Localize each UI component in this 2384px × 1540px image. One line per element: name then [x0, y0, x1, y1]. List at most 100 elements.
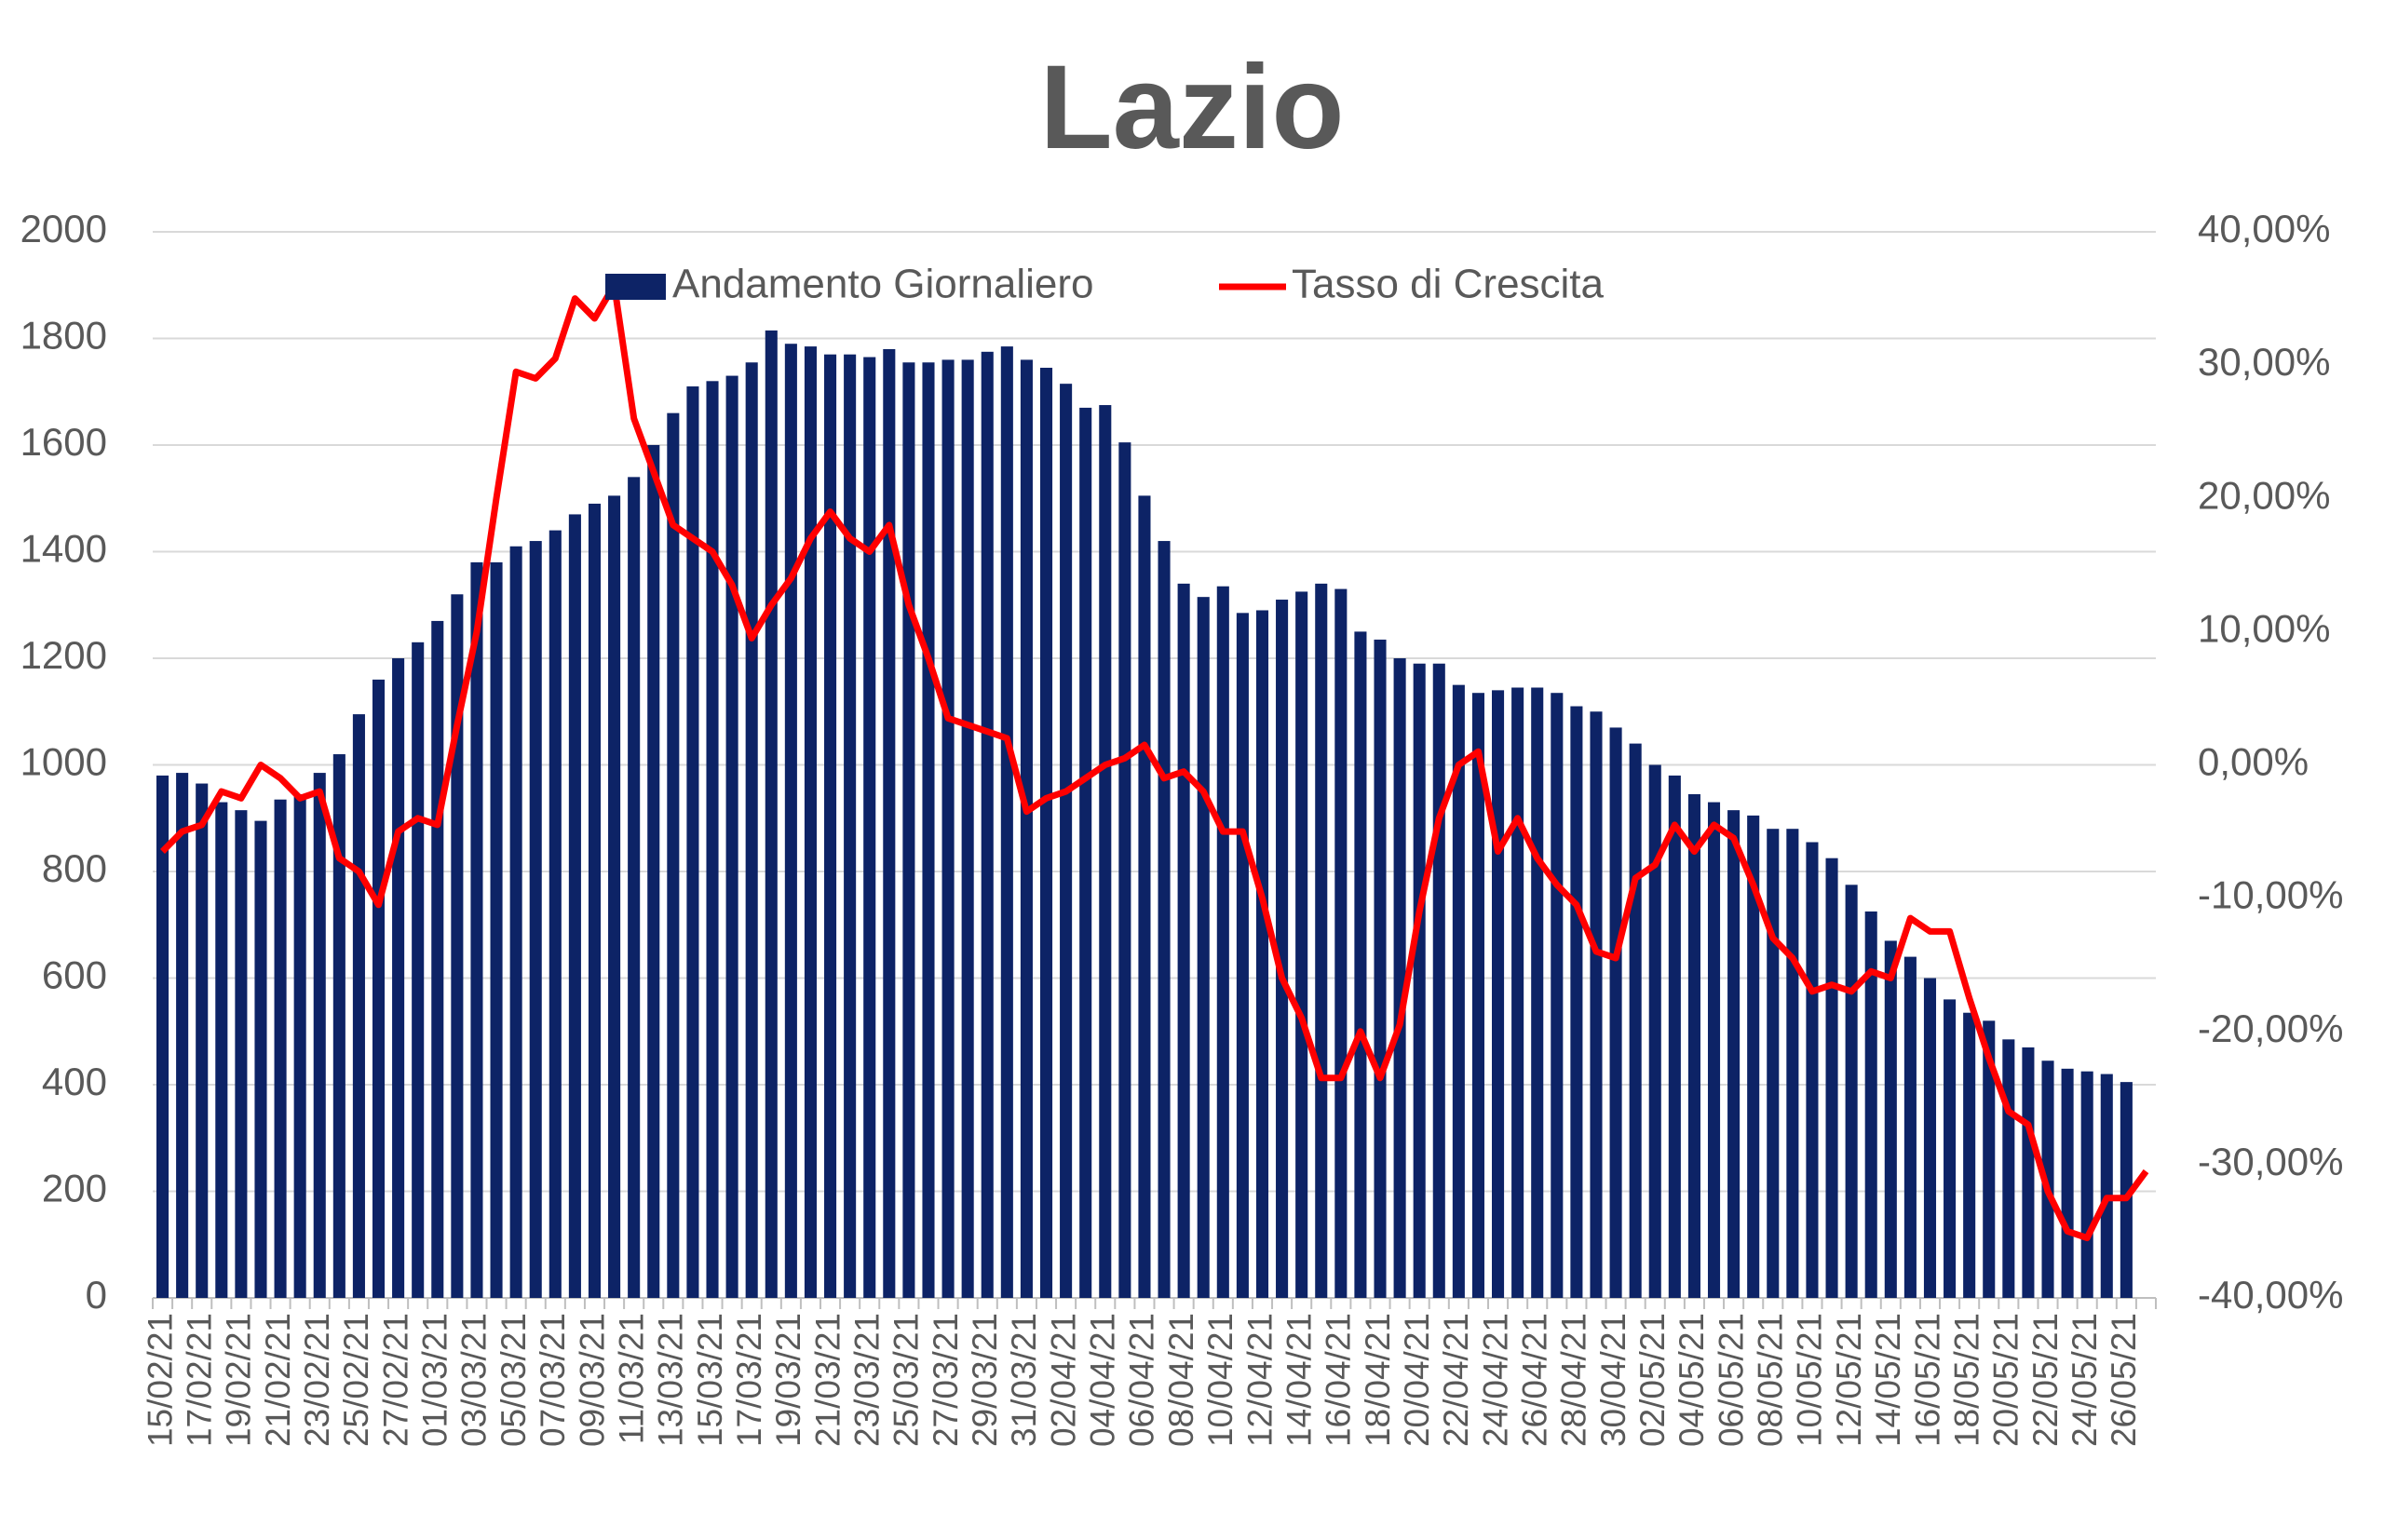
- bar: [1570, 706, 1583, 1298]
- bar: [451, 594, 464, 1298]
- bar: [509, 546, 522, 1298]
- y-tick-label: 0: [86, 1273, 107, 1317]
- y-tick-label: 400: [42, 1060, 107, 1103]
- x-tick-label: 10/04/21: [1201, 1313, 1239, 1447]
- bar: [274, 799, 287, 1298]
- bar: [1471, 693, 1484, 1298]
- bar: [628, 477, 641, 1298]
- bar: [1590, 711, 1603, 1298]
- chart-title: Lazio: [1039, 41, 1344, 174]
- bar: [332, 754, 345, 1298]
- y2-tick-label: -10,00%: [2198, 873, 2343, 917]
- y-tick-label: 1400: [20, 527, 107, 571]
- x-tick-label: 24/04/21: [1476, 1313, 1514, 1447]
- x-tick-label: 11/03/21: [612, 1313, 650, 1444]
- bar: [1334, 588, 1348, 1298]
- x-tick-label: 24/05/21: [2066, 1313, 2104, 1447]
- bar: [1864, 911, 1877, 1298]
- x-tick-label: 20/04/21: [1398, 1313, 1436, 1447]
- x-tick-label: 28/04/21: [1555, 1313, 1593, 1447]
- bar: [2041, 1060, 2054, 1298]
- y-tick-label: 1200: [20, 633, 107, 677]
- bar: [1118, 442, 1131, 1298]
- bar: [1629, 743, 1642, 1298]
- bar: [1727, 810, 1741, 1298]
- bar: [1158, 541, 1171, 1298]
- x-tick-label: 04/04/21: [1084, 1313, 1122, 1447]
- x-tick-label: 14/04/21: [1280, 1313, 1318, 1447]
- bar: [1432, 663, 1445, 1298]
- bar: [1060, 384, 1073, 1299]
- bar: [1786, 829, 1799, 1298]
- x-tick-label: 22/05/21: [2026, 1313, 2065, 1447]
- bar: [1197, 597, 1210, 1298]
- bar: [941, 359, 955, 1298]
- bar: [863, 357, 876, 1299]
- x-tick-label: 06/04/21: [1123, 1313, 1161, 1447]
- y2-tick-label: 40,00%: [2198, 207, 2330, 250]
- bar: [647, 445, 660, 1298]
- bar: [372, 679, 386, 1298]
- x-tick-label: 23/03/21: [848, 1313, 887, 1447]
- bar: [293, 793, 306, 1298]
- bar: [196, 783, 209, 1298]
- legend-label: Tasso di Crescita: [1292, 262, 1605, 307]
- bar: [470, 561, 483, 1298]
- bar: [176, 773, 189, 1298]
- y-tick-label: 200: [42, 1167, 107, 1210]
- x-tick-label: 01/03/21: [416, 1313, 454, 1447]
- bar: [844, 354, 857, 1298]
- x-tick-label: 27/02/21: [376, 1313, 414, 1447]
- bar: [745, 362, 758, 1298]
- bar: [529, 541, 542, 1298]
- x-tick-label: 15/02/21: [141, 1313, 179, 1447]
- y-tick-label: 1800: [20, 314, 107, 358]
- bar: [1236, 613, 1249, 1298]
- y-tick-label: 800: [42, 846, 107, 890]
- x-tick-label: 23/02/21: [298, 1313, 336, 1447]
- x-tick-label: 25/03/21: [887, 1313, 926, 1447]
- bar: [2022, 1047, 2035, 1298]
- bar: [1944, 999, 1957, 1298]
- bar: [1747, 815, 1760, 1298]
- y2-tick-label: 30,00%: [2198, 340, 2330, 384]
- bar: [1374, 639, 1387, 1298]
- bar: [1413, 663, 1426, 1298]
- x-tick-label: 20/05/21: [1987, 1313, 2025, 1447]
- x-tick-label: 16/05/21: [1908, 1313, 1946, 1447]
- x-tick-label: 12/04/21: [1240, 1313, 1279, 1447]
- bar: [1963, 1012, 1976, 1298]
- x-tick-label: 16/04/21: [1320, 1313, 1358, 1447]
- x-tick-label: 07/03/21: [534, 1313, 572, 1447]
- bar: [1000, 346, 1013, 1298]
- x-tick-label: 19/02/21: [220, 1313, 258, 1447]
- bar: [725, 375, 738, 1298]
- legend-swatch: [605, 274, 666, 300]
- x-tick-label: 13/03/21: [652, 1313, 690, 1447]
- bar: [1079, 407, 1092, 1298]
- bar: [922, 362, 935, 1298]
- bar: [235, 810, 248, 1298]
- bar: [804, 346, 817, 1298]
- x-tick-label: 09/03/21: [573, 1313, 611, 1447]
- bar: [961, 359, 974, 1298]
- x-tick-label: 27/03/21: [927, 1313, 965, 1447]
- x-tick-label: 21/02/21: [259, 1313, 297, 1447]
- x-tick-label: 14/05/21: [1869, 1313, 1907, 1447]
- bar: [1845, 885, 1858, 1298]
- bar: [902, 362, 915, 1298]
- bar: [1687, 793, 1700, 1298]
- bar: [352, 714, 365, 1298]
- bar: [1393, 658, 1406, 1298]
- y2-tick-label: 0,00%: [2198, 740, 2309, 784]
- x-tick-label: 17/02/21: [181, 1313, 219, 1447]
- bar: [568, 514, 581, 1298]
- bar: [706, 381, 719, 1298]
- bar: [2120, 1082, 2133, 1298]
- x-tick-label: 08/05/21: [1752, 1313, 1790, 1447]
- y2-tick-label: 10,00%: [2198, 606, 2330, 650]
- bar: [392, 658, 405, 1298]
- bar: [549, 530, 562, 1298]
- x-tick-label: 25/02/21: [337, 1313, 375, 1447]
- bar: [2100, 1074, 2113, 1298]
